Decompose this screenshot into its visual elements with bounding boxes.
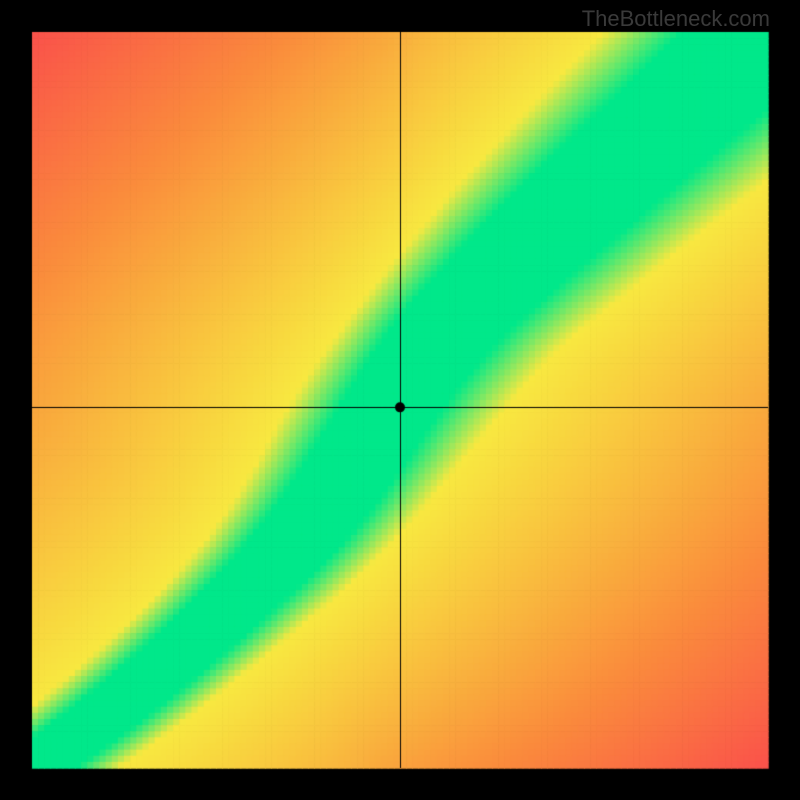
heatmap-canvas: [0, 0, 800, 800]
watermark-text: TheBottleneck.com: [582, 6, 770, 32]
chart-container: TheBottleneck.com: [0, 0, 800, 800]
